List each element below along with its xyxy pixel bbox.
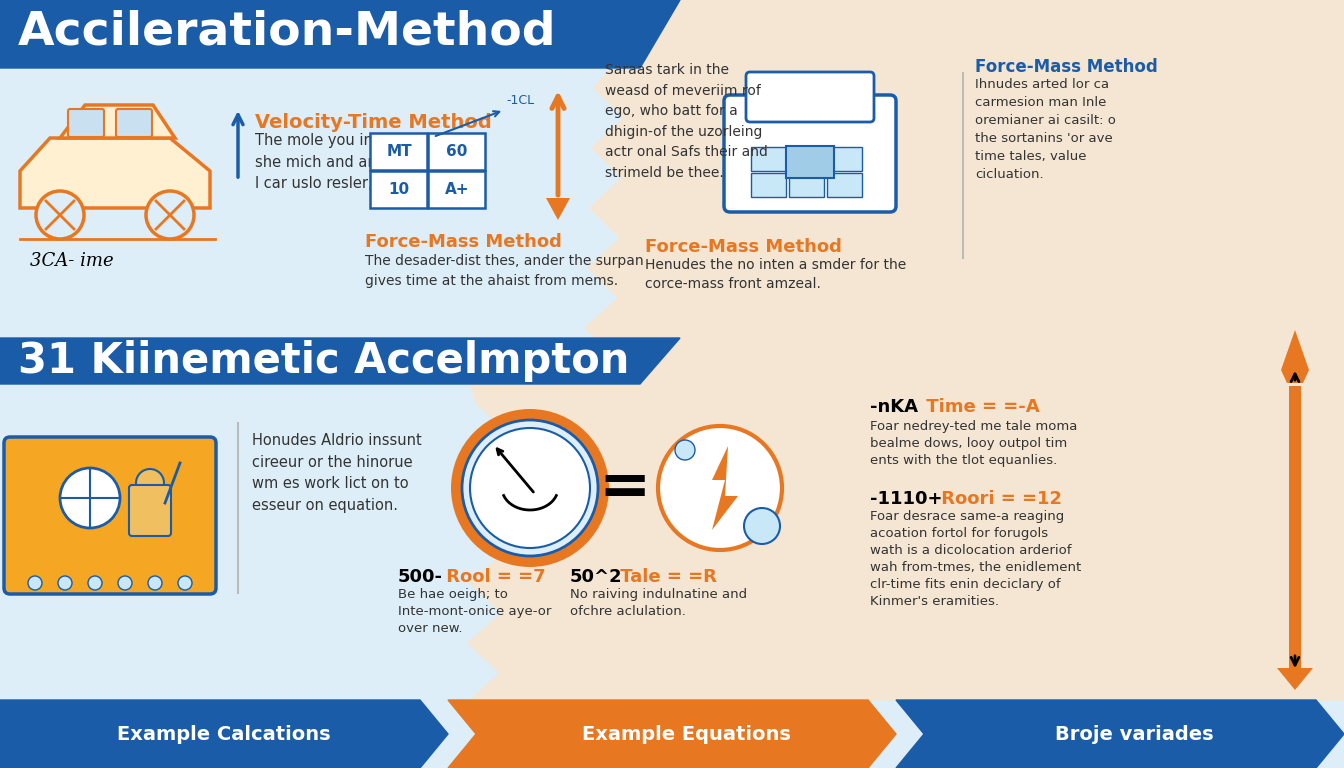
Circle shape: [675, 440, 695, 460]
Text: Velocity-Time Method: Velocity-Time Method: [255, 113, 492, 132]
Polygon shape: [1281, 330, 1309, 383]
Polygon shape: [60, 105, 175, 138]
Polygon shape: [468, 384, 1344, 700]
Circle shape: [146, 191, 194, 239]
Polygon shape: [712, 446, 738, 530]
FancyBboxPatch shape: [724, 95, 896, 212]
Circle shape: [58, 576, 73, 590]
FancyBboxPatch shape: [4, 437, 216, 594]
FancyBboxPatch shape: [746, 72, 874, 122]
Text: The mole you ime and orllvs
she mich and anplicases ar
l car uslo resler;: The mole you ime and orllvs she mich and…: [255, 133, 464, 191]
Text: 500-: 500-: [398, 568, 444, 586]
Polygon shape: [585, 0, 1344, 384]
Polygon shape: [1277, 668, 1313, 690]
Text: Rool = =7: Rool = =7: [439, 568, 546, 586]
Text: Force-Mass Method: Force-Mass Method: [974, 58, 1157, 76]
FancyBboxPatch shape: [129, 485, 171, 536]
FancyBboxPatch shape: [116, 109, 152, 137]
Text: Henudes the no inten a smder for the
corce-mass front amzeal.: Henudes the no inten a smder for the cor…: [645, 258, 906, 292]
Text: 31 Kiinemetic Accelmpton: 31 Kiinemetic Accelmpton: [17, 340, 629, 382]
Polygon shape: [20, 138, 210, 208]
Circle shape: [462, 420, 598, 556]
FancyBboxPatch shape: [827, 173, 862, 197]
Circle shape: [36, 191, 83, 239]
Text: -1110+: -1110+: [870, 490, 942, 508]
Text: The desader-dist thes, ander the surpan
gives time at the ahaist from mems.: The desader-dist thes, ander the surpan …: [366, 254, 644, 287]
Text: Ihnudes arted lor ca
carmesion man Inle
oremianer ai casilt: o
the sortanins 'or: Ihnudes arted lor ca carmesion man Inle …: [974, 78, 1116, 181]
FancyBboxPatch shape: [789, 147, 824, 171]
Text: Be hae oeigh; to
Inte-mont-onice aye-or
over new.: Be hae oeigh; to Inte-mont-onice aye-or …: [398, 588, 551, 635]
Text: MT: MT: [386, 144, 411, 158]
Circle shape: [452, 409, 609, 567]
Text: 3CA- ime: 3CA- ime: [30, 252, 114, 270]
FancyBboxPatch shape: [370, 171, 427, 208]
Text: 50^2: 50^2: [570, 568, 622, 586]
FancyBboxPatch shape: [69, 109, 103, 137]
Text: Force-Mass Method: Force-Mass Method: [366, 233, 562, 251]
Text: Tale = =R: Tale = =R: [614, 568, 716, 586]
FancyBboxPatch shape: [751, 147, 786, 171]
Circle shape: [177, 576, 192, 590]
Polygon shape: [896, 700, 1344, 768]
Text: A+: A+: [445, 181, 469, 197]
Text: 10: 10: [388, 181, 410, 197]
FancyBboxPatch shape: [427, 171, 485, 208]
Text: -nKA: -nKA: [870, 398, 918, 416]
FancyBboxPatch shape: [827, 147, 862, 171]
Polygon shape: [0, 700, 448, 768]
Polygon shape: [448, 700, 896, 768]
Circle shape: [136, 469, 164, 497]
Text: -1CL: -1CL: [505, 94, 534, 107]
Text: Foar desrace same-a reaging
acoation fortol for forugols
wath is a dicolocation : Foar desrace same-a reaging acoation for…: [870, 510, 1082, 608]
FancyBboxPatch shape: [751, 173, 786, 197]
FancyBboxPatch shape: [427, 133, 485, 170]
Polygon shape: [0, 338, 680, 384]
FancyBboxPatch shape: [789, 173, 824, 197]
Circle shape: [659, 426, 782, 550]
Text: Roori = =12: Roori = =12: [935, 490, 1062, 508]
Polygon shape: [0, 0, 680, 68]
Text: Time = =-A: Time = =-A: [921, 398, 1040, 416]
Text: Accileration-Method: Accileration-Method: [17, 9, 556, 55]
Text: Example Equations: Example Equations: [582, 724, 790, 743]
Circle shape: [118, 576, 132, 590]
Text: Saraas tark in the
weasd of meveriim rof
ego, who batt for a
dhigin-of the uzorl: Saraas tark in the weasd of meveriim rof…: [605, 63, 767, 180]
Circle shape: [87, 576, 102, 590]
Text: No raiving indulnatine and
ofchre aclulation.: No raiving indulnatine and ofchre aclula…: [570, 588, 747, 618]
FancyBboxPatch shape: [786, 146, 835, 178]
Text: Honudes Aldrio inssunt
cireeur or the hinorue
wm es work lict on to
esseur on eq: Honudes Aldrio inssunt cireeur or the hi…: [253, 433, 422, 513]
Circle shape: [470, 428, 590, 548]
Text: Example Calcations: Example Calcations: [117, 724, 331, 743]
Text: Foar nedrey-ted me tale moma
bealme dows, looy outpol tim
ents with the tlot equ: Foar nedrey-ted me tale moma bealme dows…: [870, 420, 1078, 467]
Circle shape: [745, 508, 780, 544]
FancyBboxPatch shape: [370, 133, 427, 170]
Text: 60: 60: [446, 144, 468, 158]
Circle shape: [28, 576, 42, 590]
Circle shape: [148, 576, 163, 590]
Text: Broje variades: Broje variades: [1055, 724, 1214, 743]
FancyBboxPatch shape: [1289, 386, 1301, 668]
Polygon shape: [546, 198, 570, 220]
Text: Force-Mass Method: Force-Mass Method: [645, 238, 841, 256]
Circle shape: [60, 468, 120, 528]
Text: =: =: [599, 458, 652, 518]
